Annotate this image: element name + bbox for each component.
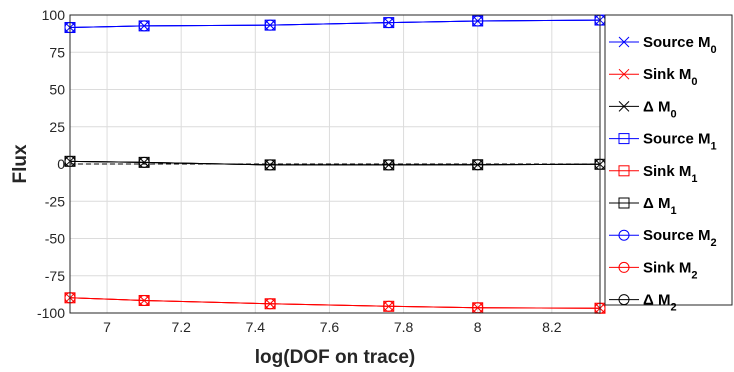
legend-entry-7: Sink M2 xyxy=(643,259,697,281)
tick-labels: 7 7.2 7.4 7.6 7.8 8 8.2 100 75 50 25 0 -25 -50 -75 -100 xyxy=(37,7,562,335)
x-tick-label: 7.8 xyxy=(394,319,414,335)
data-point xyxy=(472,159,484,171)
data-point xyxy=(383,300,395,312)
legend-entry-5: Δ M1 xyxy=(643,195,677,217)
y-tick-label: -25 xyxy=(45,193,65,209)
x-tick-label: 7.4 xyxy=(246,319,266,335)
x-tick-label: 8.2 xyxy=(542,319,562,335)
legend-entry-0: Source M0 xyxy=(643,34,717,56)
x-tick-label: 8 xyxy=(474,319,482,335)
data-point xyxy=(264,298,276,310)
legend-marker-1 xyxy=(618,68,630,80)
x-axis-label: log(DOF on trace) xyxy=(255,347,415,368)
y-tick-label: 50 xyxy=(49,82,65,98)
legend-marker-6 xyxy=(618,229,630,241)
data-point xyxy=(472,15,484,27)
legend-entry-1: Sink M0 xyxy=(643,66,697,88)
legend-marker-0 xyxy=(618,36,630,48)
legend-marker-7 xyxy=(618,261,630,273)
y-tick-label: 0 xyxy=(57,156,65,172)
legend-entry-8: Δ M2 xyxy=(643,292,677,314)
series-line-7 xyxy=(69,297,601,309)
plot-frame xyxy=(69,14,601,314)
series-line-8 xyxy=(69,160,601,166)
y-tick-label: 75 xyxy=(49,44,65,60)
data-point xyxy=(138,156,150,168)
x-tick-label: 7 xyxy=(103,319,111,335)
legend-marker-2 xyxy=(618,101,630,112)
data-point xyxy=(138,294,150,306)
x-tick-label: 7.2 xyxy=(171,319,191,335)
legend-entry-6: Source M2 xyxy=(643,227,717,249)
y-tick-label: 100 xyxy=(42,7,66,23)
legend-marker-5 xyxy=(618,197,630,209)
legend-marker-4 xyxy=(618,165,630,177)
legend-marker-8 xyxy=(618,294,630,306)
legend-entry-2: Δ M0 xyxy=(643,98,677,120)
y-axis-label: Flux xyxy=(10,144,31,183)
legend-entry-4: Sink M1 xyxy=(643,163,697,185)
legend-box xyxy=(604,14,733,306)
legend-entry-3: Source M1 xyxy=(643,131,717,153)
y-tick-label: -100 xyxy=(37,305,65,321)
data-point xyxy=(383,17,395,29)
data-point xyxy=(264,19,276,31)
data-point xyxy=(383,159,395,171)
y-tick-label: 25 xyxy=(49,119,65,135)
y-tick-label: -75 xyxy=(45,268,65,284)
y-tick-label: -50 xyxy=(45,231,65,247)
data-point xyxy=(138,20,150,32)
series-layer xyxy=(64,14,606,314)
legend: Source M0 Sink M0 Δ M0 Source M1 Sink M1 Δ M1… xyxy=(604,14,733,314)
legend-marker-3 xyxy=(618,133,630,145)
data-point xyxy=(264,159,276,171)
x-tick-label: 7.6 xyxy=(320,319,340,335)
series-line-6 xyxy=(69,19,601,29)
